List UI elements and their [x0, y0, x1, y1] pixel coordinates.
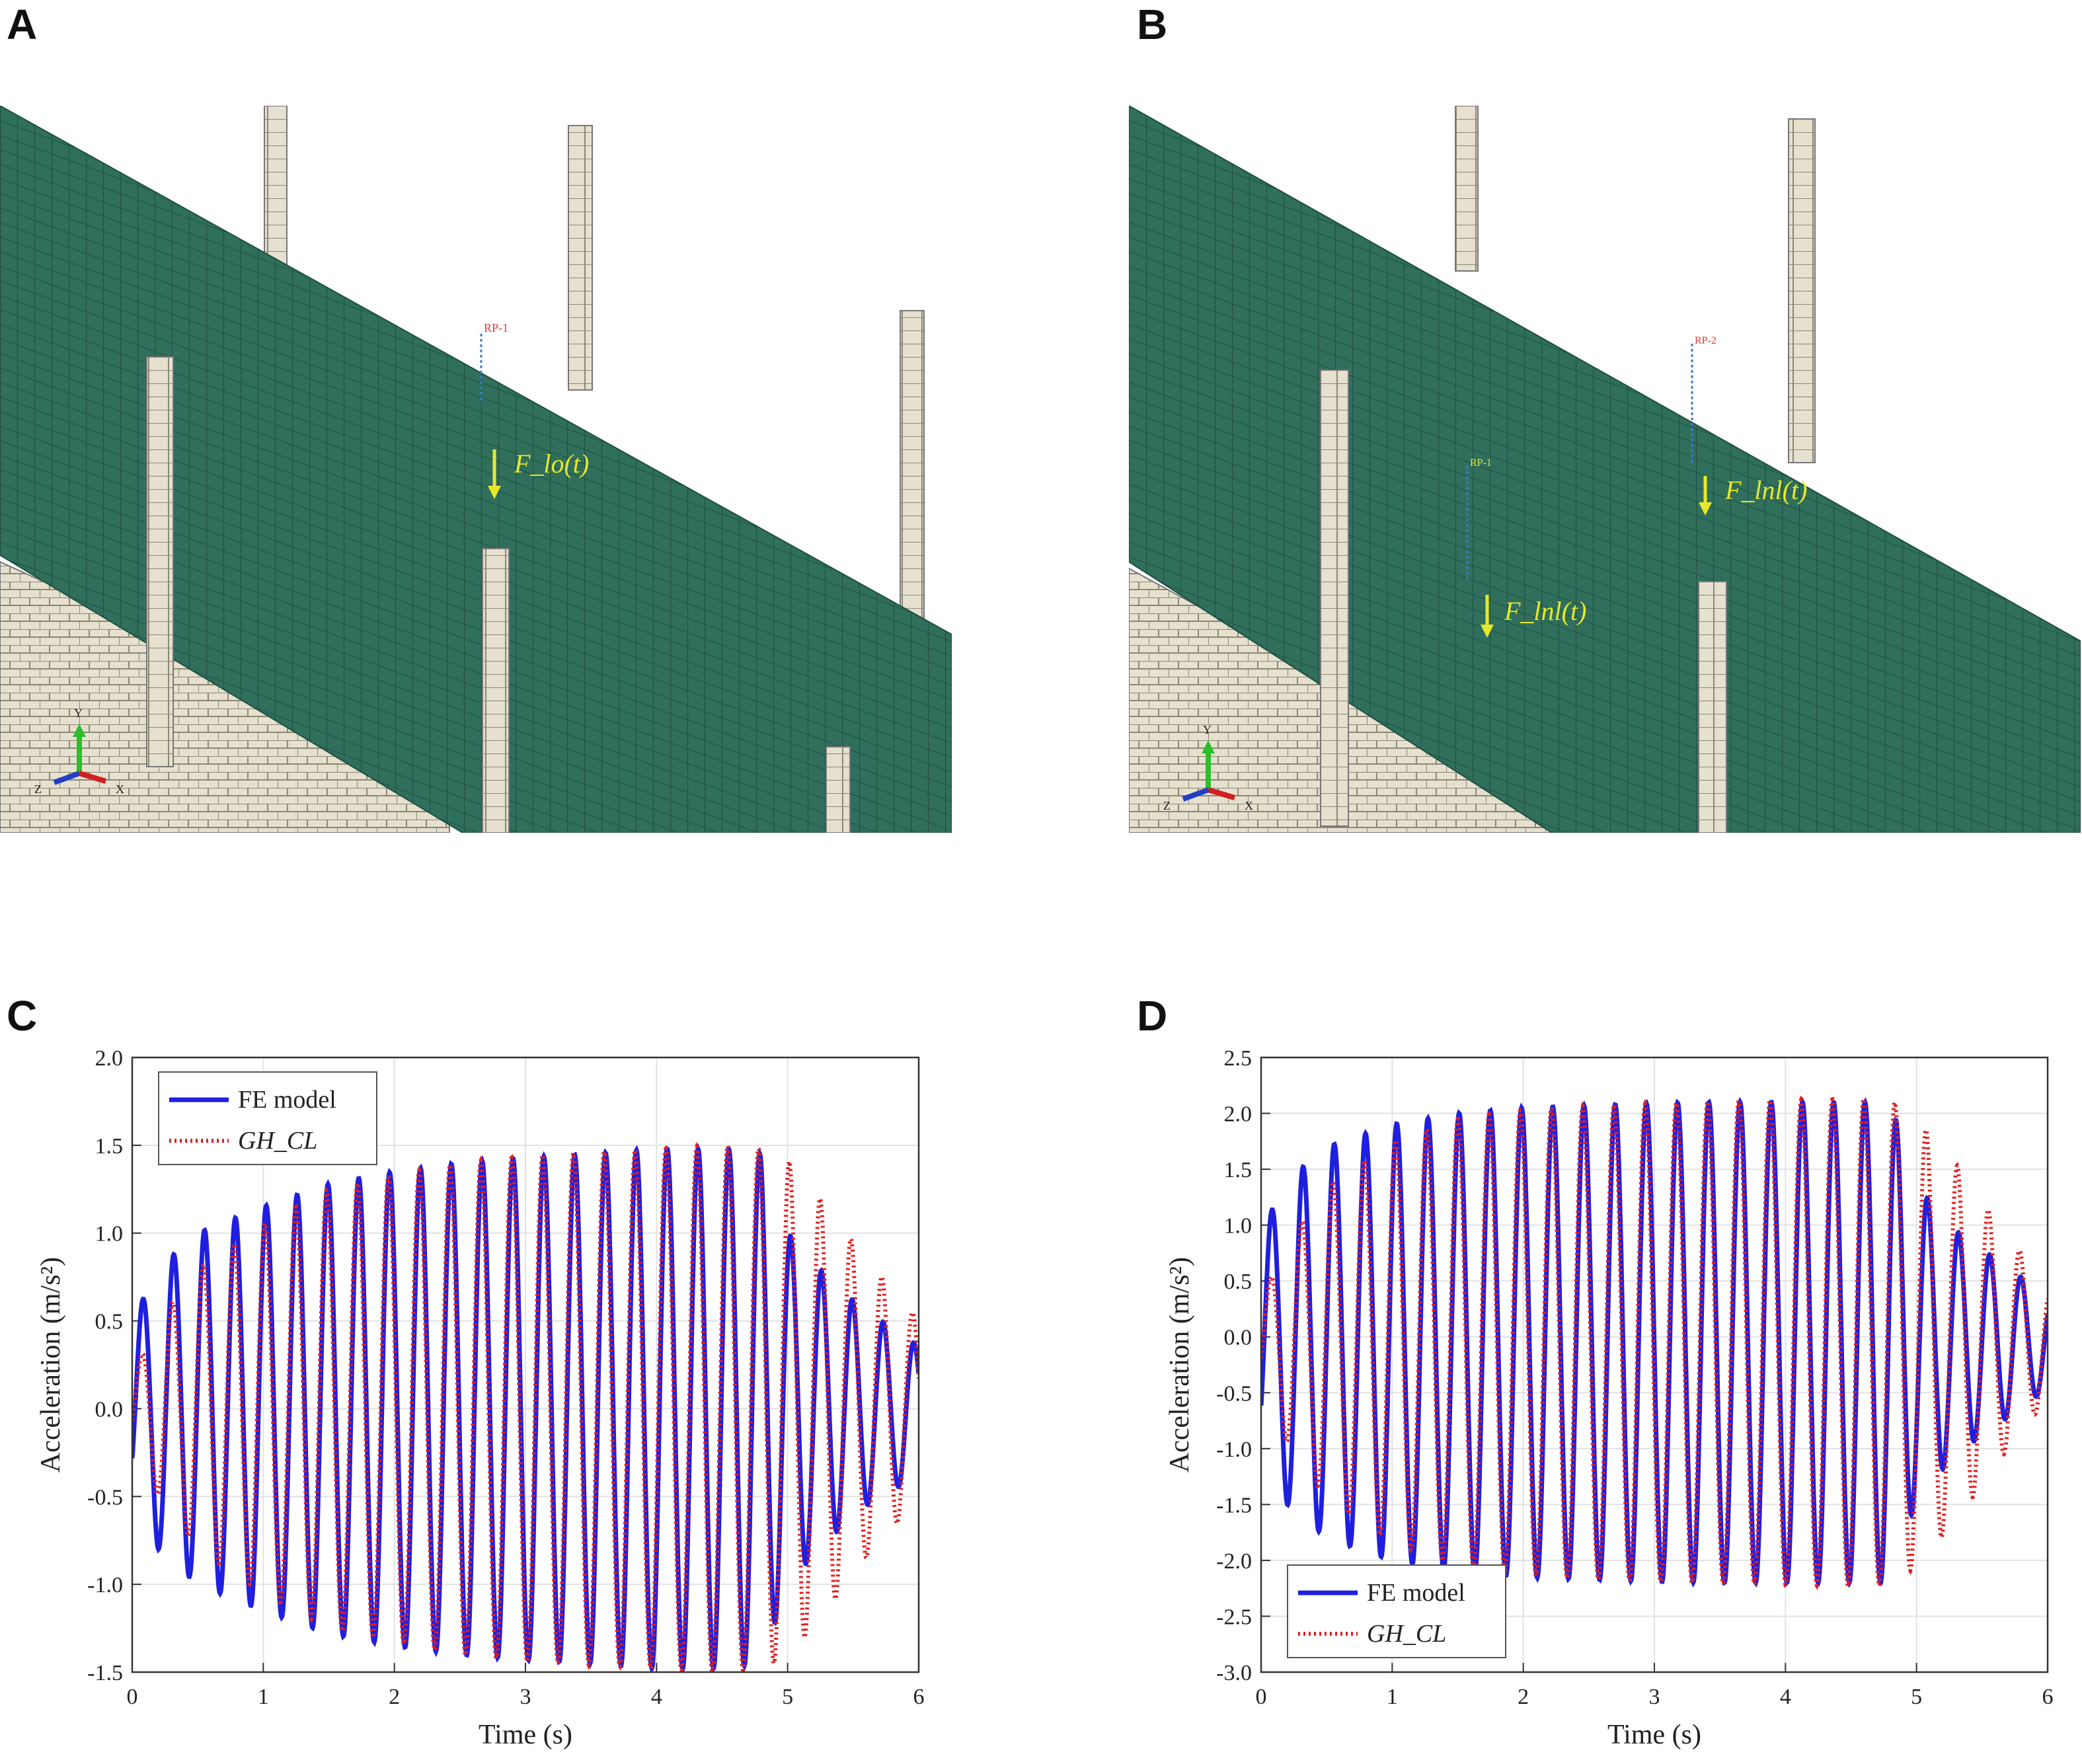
- x-tick-label: 6: [2042, 1685, 2054, 1709]
- y-tick-label: 0.5: [95, 1310, 124, 1334]
- svg-text:Z: Z: [34, 783, 42, 796]
- floor-slab: [1129, 106, 2081, 833]
- x-tick-label: 0: [1256, 1685, 1267, 1709]
- y-tick-label: 0.0: [1224, 1326, 1253, 1350]
- x-tick-label: 2: [1518, 1685, 1529, 1709]
- axis-triad: Y Z X: [34, 707, 124, 796]
- y-tick-label: -1.5: [1216, 1493, 1252, 1517]
- legend: FE model GH_CL: [158, 1071, 377, 1165]
- x-tick-label: 3: [520, 1685, 531, 1709]
- column: [826, 746, 851, 833]
- legend-label-fe: FE model: [1367, 1579, 1465, 1607]
- column: [264, 106, 288, 278]
- y-tick-label: 1.0: [1224, 1214, 1253, 1239]
- y-axis-label: Acceleration (m/s²): [1165, 1257, 1195, 1473]
- load-arrow-head: [1481, 625, 1494, 638]
- x-tick-label: 3: [1649, 1685, 1660, 1709]
- ref-point-label: RP-1: [484, 321, 508, 334]
- svg-text:Z: Z: [1163, 799, 1171, 812]
- axis-triad: Y Z X: [1163, 723, 1253, 812]
- ref-point-label: RP-2: [1695, 335, 1716, 346]
- ref-point-label: RP-1: [1470, 457, 1492, 469]
- x-tick-label: 6: [913, 1685, 925, 1709]
- y-tick-label: 1.0: [95, 1222, 124, 1246]
- x-tick-label: 0: [127, 1685, 138, 1709]
- fe-scene-a: RP-1 F_lo(t) Y Z X: [0, 106, 952, 833]
- column: [1698, 581, 1727, 833]
- column: [1788, 118, 1816, 463]
- floor-slab: [0, 106, 952, 833]
- load-label-2: F_lnl(t): [1724, 475, 1807, 505]
- x-tick-label: 4: [651, 1685, 662, 1709]
- y-tick-label: 0.5: [1224, 1270, 1253, 1294]
- load-label-1: F_lnl(t): [1504, 596, 1586, 626]
- column: [900, 310, 925, 629]
- y-tick-label: 1.5: [95, 1134, 124, 1159]
- legend-label-fe: FE model: [238, 1086, 336, 1114]
- column: [482, 548, 510, 833]
- y-tick-label: 2.5: [1224, 1046, 1253, 1071]
- x-tick-label: 5: [782, 1685, 793, 1709]
- svg-text:Y: Y: [1203, 723, 1212, 736]
- y-tick-label: 1.5: [1224, 1158, 1253, 1182]
- column: [1320, 369, 1349, 827]
- y-tick-label: 0.0: [95, 1397, 124, 1422]
- legend-label-gh: GH_CL: [238, 1127, 317, 1155]
- x-tick-label: 1: [258, 1685, 269, 1709]
- x-tick-label: 5: [1911, 1685, 1922, 1709]
- column: [1455, 106, 1479, 272]
- plot-frame: [1260, 1056, 2049, 1673]
- svg-text:X: X: [116, 783, 124, 796]
- x-axis-label: Time (s): [1607, 1720, 1701, 1750]
- panel-label-a: A: [7, 1, 38, 48]
- y-tick-label: -0.5: [87, 1485, 123, 1510]
- load-arrow-head: [1699, 502, 1712, 516]
- panel-label-b: B: [1137, 1, 1168, 48]
- legend-label-gh: GH_CL: [1367, 1620, 1446, 1648]
- svg-text:X: X: [1245, 799, 1253, 812]
- load-label: F_lo(t): [514, 449, 589, 479]
- fe-scene-b: RP-1 F_lnl(t) RP-2 F_lnl(t) Y Z X: [1129, 106, 2081, 833]
- y-tick-label: -0.5: [1216, 1381, 1252, 1406]
- y-tick-label: -2.5: [1216, 1605, 1252, 1629]
- column: [568, 125, 593, 391]
- legend: FE model GH_CL: [1287, 1564, 1506, 1658]
- y-tick-label: -3.0: [1216, 1661, 1252, 1685]
- y-tick-label: -1.0: [87, 1573, 123, 1597]
- y-tick-label: -1.5: [87, 1661, 123, 1685]
- x-tick-label: 4: [1780, 1685, 1791, 1709]
- panel-label-c: C: [7, 992, 38, 1040]
- y-tick-label: 2.0: [1224, 1102, 1253, 1127]
- x-tick-label: 2: [389, 1685, 400, 1709]
- series-line-gh-cl: [1261, 1094, 2048, 1590]
- y-tick-label: -1.0: [1216, 1438, 1252, 1462]
- column: [146, 356, 174, 767]
- y-axis-label: Acceleration (m/s²): [36, 1257, 66, 1473]
- acceleration-chart-c: 0 1 2 3 4 5 6 -1.5 -1.0 -0.5 0.0 0.5 1.0 1.5 2.0 Time (…: [36, 1046, 925, 1750]
- panel-label-d: D: [1137, 992, 1168, 1040]
- load-arrow-head: [488, 486, 501, 499]
- series-line-fe-model: [1261, 1096, 2048, 1588]
- series-line-gh-cl: [132, 1141, 919, 1672]
- acceleration-chart-d: 0 1 2 3 4 5 6 -3.0 -2.5 -2.0 -1.5 -1.0 -0.5 0.0 0.5 1.0…: [1165, 1046, 2054, 1750]
- plot-frame: [131, 1056, 920, 1673]
- svg-text:Y: Y: [74, 707, 83, 720]
- y-tick-label: 2.0: [95, 1046, 124, 1071]
- x-tick-label: 1: [1387, 1685, 1398, 1709]
- y-tick-label: -2.0: [1216, 1549, 1252, 1574]
- x-axis-label: Time (s): [479, 1720, 572, 1750]
